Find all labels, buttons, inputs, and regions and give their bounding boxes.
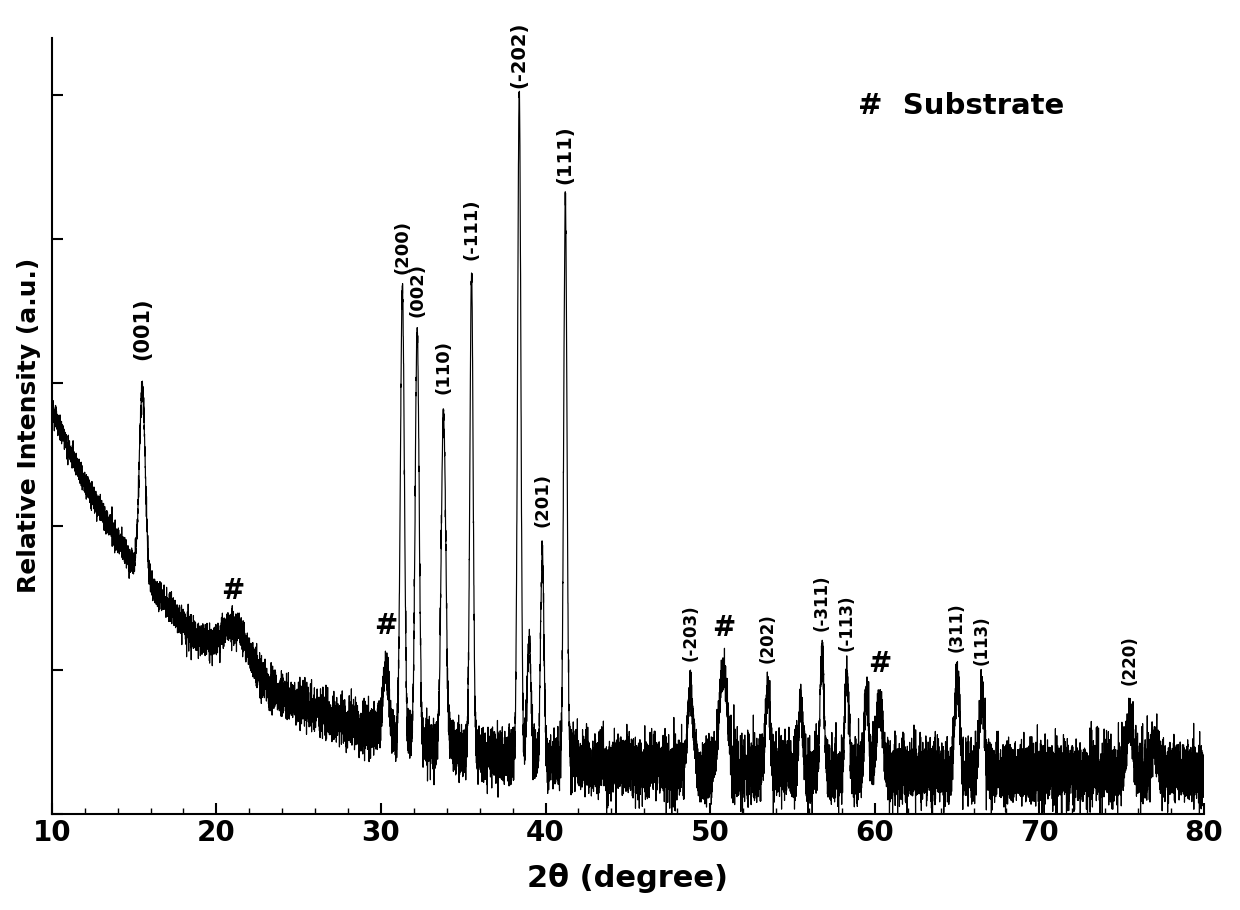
Text: (201): (201): [533, 472, 552, 527]
X-axis label: 2θ (degree): 2θ (degree): [527, 864, 728, 894]
Text: #: #: [221, 577, 244, 605]
Text: (-203): (-203): [682, 604, 699, 661]
Text: (-202): (-202): [510, 22, 528, 88]
Text: (001): (001): [133, 298, 153, 360]
Text: (-113): (-113): [838, 595, 856, 652]
Text: #: #: [712, 613, 735, 642]
Text: (002): (002): [408, 263, 427, 317]
Text: (-311): (-311): [813, 574, 831, 631]
Text: (110): (110): [434, 340, 453, 394]
Text: (-111): (-111): [463, 198, 481, 260]
Text: #: #: [374, 612, 398, 640]
Text: (111): (111): [556, 126, 575, 185]
Text: (202): (202): [759, 613, 776, 662]
Text: (200): (200): [393, 220, 412, 274]
Text: (220): (220): [1121, 635, 1138, 685]
Text: (311): (311): [949, 602, 966, 652]
Y-axis label: Relative Intensity (a.u.): Relative Intensity (a.u.): [16, 258, 41, 593]
Text: #: #: [868, 650, 892, 678]
Text: (113): (113): [972, 615, 991, 665]
Text: #  Substrate: # Substrate: [858, 92, 1065, 120]
